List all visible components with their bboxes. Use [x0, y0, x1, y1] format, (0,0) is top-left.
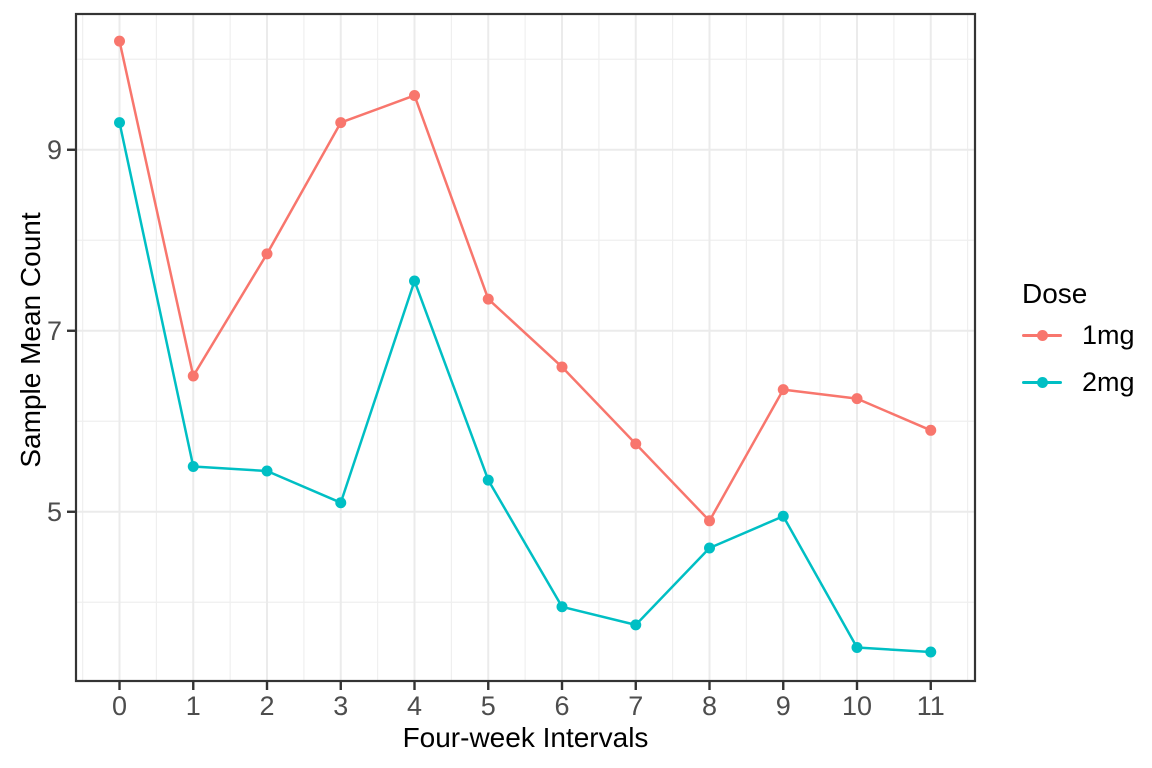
data-point-1mg: [704, 515, 716, 527]
data-point-1mg: [409, 89, 421, 101]
data-point-1mg: [925, 424, 937, 436]
data-point-1mg: [556, 361, 568, 373]
x-tick-label: 1: [186, 691, 201, 721]
x-tick-label: 6: [554, 691, 569, 721]
x-tick-label: 2: [259, 691, 274, 721]
data-point-2mg: [704, 542, 716, 554]
legend-item-1mg: 1mg: [1022, 312, 1135, 359]
data-point-2mg: [777, 510, 789, 522]
data-point-2mg: [114, 117, 126, 129]
series-line-1mg: [118, 39, 933, 523]
legend-item-label: 2mg: [1082, 367, 1135, 397]
x-tick-label: 11: [917, 691, 945, 721]
data-point-1mg: [261, 248, 273, 260]
data-point-2mg: [335, 497, 347, 509]
data-point-2mg: [409, 275, 421, 287]
legend: Dose 1mg 2mg: [1022, 276, 1135, 406]
y-tick-label: 9: [47, 135, 62, 165]
data-point-2mg: [851, 642, 863, 654]
legend-key-line-dot-icon: [1022, 372, 1062, 394]
data-point-1mg: [187, 370, 199, 382]
legend-item-2mg: 2mg: [1022, 359, 1135, 406]
x-tick-label: 3: [333, 691, 348, 721]
data-point-1mg: [114, 35, 126, 47]
y-axis-title: Sample Mean Count: [15, 212, 46, 468]
data-point-2mg: [630, 619, 642, 631]
data-point-2mg: [482, 474, 494, 486]
data-point-2mg: [187, 461, 199, 473]
legend-key-dot: [1036, 377, 1048, 388]
data-point-2mg: [261, 465, 273, 477]
x-tick-label: 5: [481, 691, 496, 721]
data-point-1mg: [630, 438, 642, 450]
data-point-1mg: [851, 393, 863, 405]
data-point-2mg: [925, 646, 937, 658]
data-point-1mg: [482, 293, 494, 305]
x-tick-label: 7: [628, 691, 643, 721]
series-line-2mg: [118, 121, 933, 654]
y-tick-label: 7: [47, 316, 62, 346]
x-axis-title: Four-week Intervals: [402, 722, 649, 753]
data-point-1mg: [335, 117, 347, 129]
x-tick-label: 9: [776, 691, 791, 721]
legend-key-line-dot-icon: [1022, 325, 1062, 347]
legend-title: Dose: [1022, 278, 1088, 309]
x-tick-label: 0: [112, 691, 127, 721]
data-point-2mg: [556, 601, 568, 613]
legend-key-dot: [1036, 330, 1048, 341]
y-tick-label: 5: [47, 497, 62, 527]
x-tick-label: 8: [702, 691, 717, 721]
legend-item-label: 1mg: [1082, 320, 1135, 350]
x-tick-label: 10: [842, 691, 872, 721]
x-tick-label: 4: [407, 691, 422, 721]
panel-border: [74, 12, 977, 683]
data-point-1mg: [777, 384, 789, 396]
